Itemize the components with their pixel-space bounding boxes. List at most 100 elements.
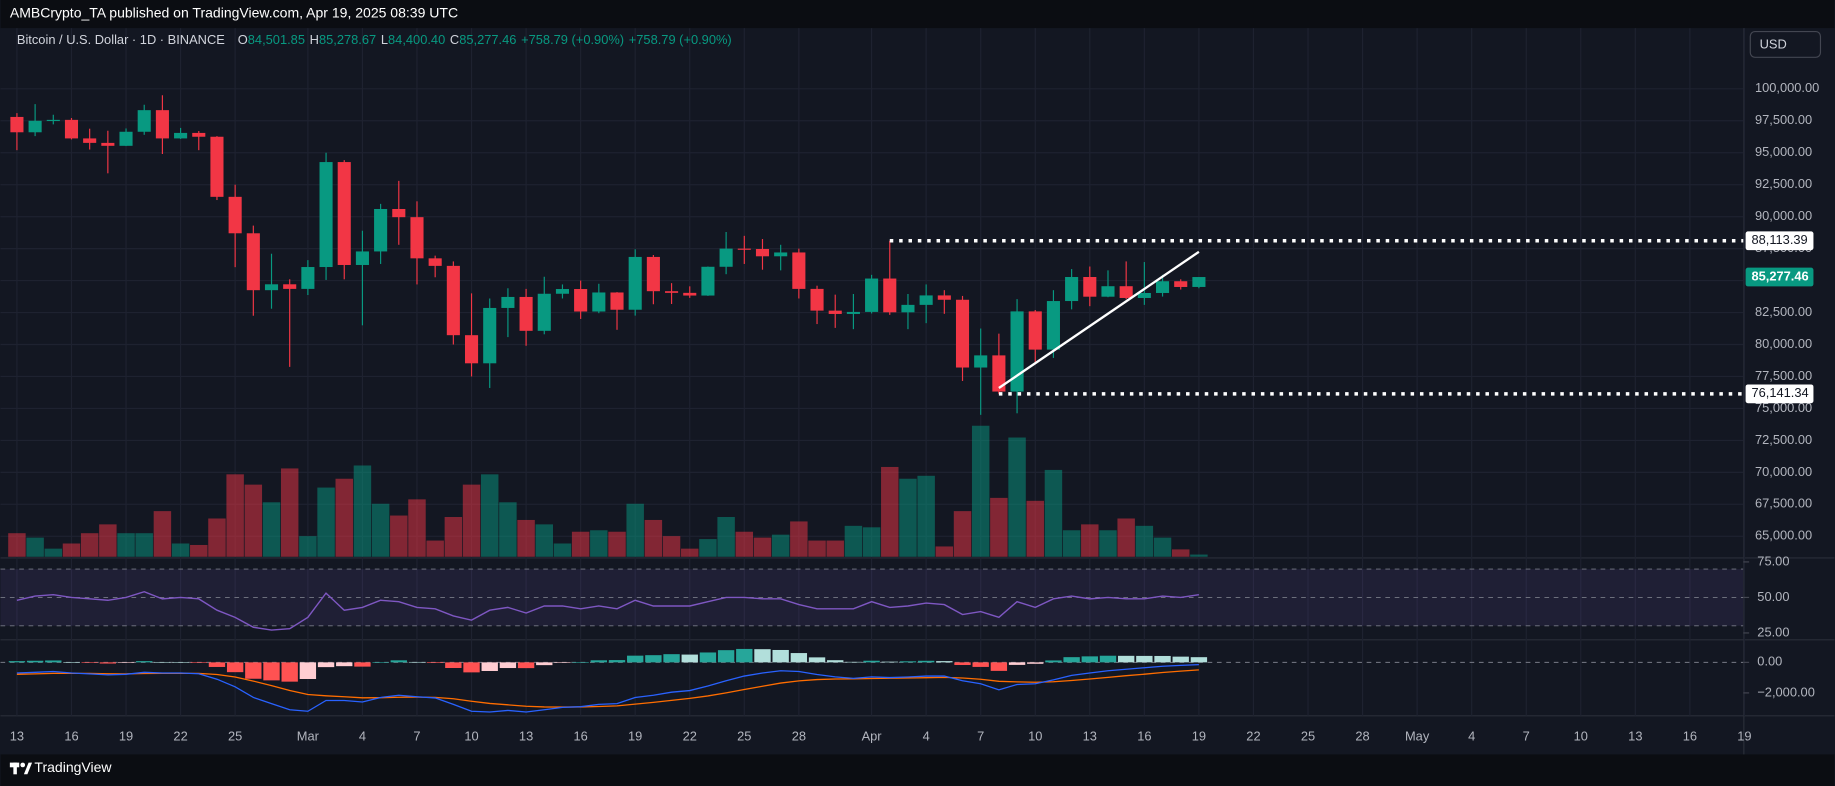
y-tick-label: 70,000.00 [1755,464,1812,479]
candle-body [1119,286,1133,298]
macd-histogram-bar [827,660,844,663]
y-tick-label: 97,500.00 [1755,112,1812,127]
x-tick-label: 4 [1468,728,1475,743]
price-line-box [1745,384,1814,404]
volume-bar [371,503,390,557]
x-tick-label: 13 [10,728,24,743]
x-tick-label: 7 [1523,728,1530,743]
volume-bar [80,533,99,557]
x-tick-label: 7 [977,728,984,743]
y-tick-label: 90,000.00 [1755,208,1812,223]
candle-body [283,284,297,289]
y-tick-label: 82,500.00 [1755,304,1812,319]
candle-body [228,196,242,234]
candle-body [446,265,460,336]
macd-histogram-bar [372,662,389,663]
candle-body [337,162,351,265]
volume-bar [1135,525,1154,557]
candle-body [264,284,279,291]
macd-histogram-bar [499,662,517,669]
candle-body [1083,277,1097,297]
volume-bar [1008,437,1026,557]
volume-bar [1081,524,1099,557]
candle-body [883,278,897,313]
macd-histogram-bar [1117,655,1135,663]
currency-button[interactable] [1749,30,1822,58]
macd-histogram-bar [954,662,971,666]
x-tick-label: 4 [359,728,366,743]
volume-bar [808,540,826,557]
macd-histogram-bar [117,662,135,663]
candle-body [992,355,1006,392]
volume-bar [953,511,972,557]
legend-key: C [450,32,459,47]
candle-body [828,310,842,314]
rsi-tick-label: 25.00 [1757,624,1789,639]
currency-label[interactable]: USD [1760,36,1787,51]
y-tick-label: 77,500.00 [1755,368,1812,383]
macd-histogram-bar [99,662,117,664]
macd-histogram-bar [317,662,335,668]
candle-body [846,311,860,314]
volume-bar [262,502,281,557]
macd-histogram-bar [245,662,262,679]
volume-bar [717,517,735,557]
candle-body [137,110,151,132]
legend-value: 85,278.67 [319,32,376,47]
volume-bar [662,536,681,557]
volume-bar [681,548,699,557]
candle-body [810,288,824,311]
price-line-label: 76,141.34 [1751,385,1808,400]
volume-bar [171,543,190,557]
macd-histogram-bar [190,662,207,663]
candle-body [646,256,660,292]
x-tick-label: 28 [1355,728,1369,743]
macd-histogram-bar [481,662,498,671]
candle-body [919,295,933,305]
candle-body [792,252,806,289]
macd-histogram-bar [136,661,153,663]
x-tick-label: 25 [228,728,242,743]
volume-bar [1044,469,1063,557]
volume-bar [917,475,935,557]
macd-histogram-bar [1008,662,1026,665]
macd-histogram-bar [881,661,898,663]
volume-bar [135,533,153,557]
macd-histogram-bar [208,662,226,667]
x-tick-label: 13 [1628,728,1642,743]
macd-histogram-bar [590,660,608,663]
volume-bar [190,544,208,557]
macd-histogram-bar [26,660,44,663]
header-text: AMBCrypto_TA published on TradingView.co… [10,5,458,21]
macd-histogram-bar [899,661,917,663]
macd-histogram-bar [554,662,571,663]
volume-bar [644,519,663,557]
candle-body [101,142,115,146]
volume-bar [1026,500,1044,557]
x-tick-label: 19 [628,728,642,743]
x-tick-label: 19 [1192,728,1206,743]
macd-histogram-bar [408,661,426,663]
volume-bar [444,517,463,557]
candle-body [519,296,533,331]
x-tick-label: 13 [1083,728,1097,743]
y-tick-label: 72,500.00 [1755,432,1812,447]
macd-histogram-bar [627,655,644,663]
legend-key: H [310,32,319,47]
volume-bar [1117,518,1135,557]
macd-histogram-bar [1099,655,1117,663]
volume-bar [335,478,353,557]
macd-histogram-bar [154,661,171,663]
volume-bar [881,466,899,557]
candle-body [665,291,679,293]
macd-histogram-bar [1081,656,1098,663]
macd-histogram-bar [354,662,371,667]
macd-histogram-bar [263,662,280,681]
candle-body [701,266,715,296]
macd-histogram-bar [63,662,80,663]
x-tick-label: Apr [862,728,883,743]
volume-bar [426,540,444,557]
x-tick-label: Mar [297,728,320,743]
x-tick-label: 25 [737,728,751,743]
volume-bar [626,503,644,557]
